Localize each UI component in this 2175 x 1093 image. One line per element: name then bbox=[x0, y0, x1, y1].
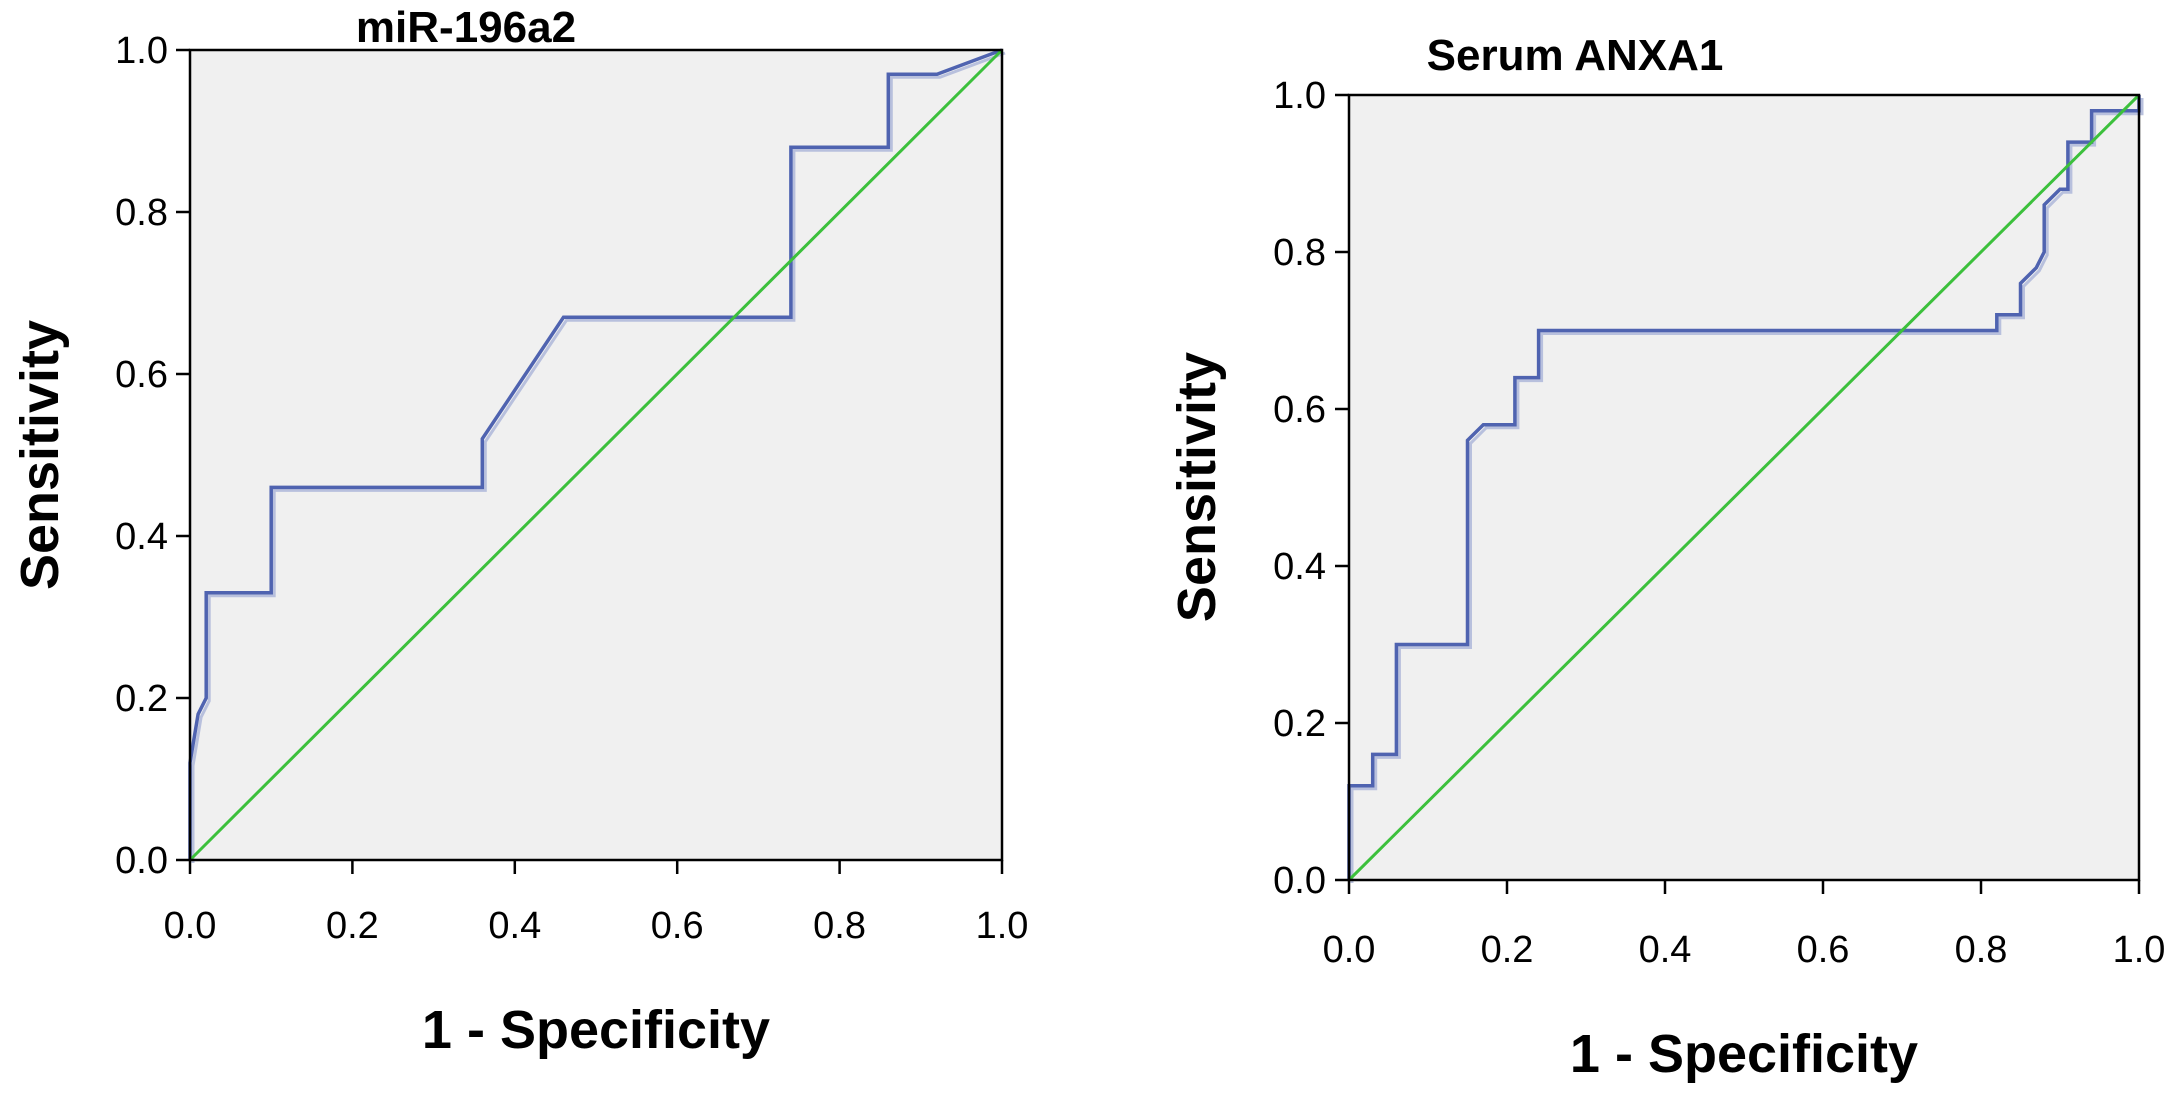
x-tick-label: 0.4 bbox=[1639, 929, 1692, 971]
y-tick-label: 0.6 bbox=[1273, 389, 1326, 431]
y-tick-label: 0.8 bbox=[1273, 232, 1326, 274]
plot-frame bbox=[1347, 93, 2141, 882]
y-tick-label: 0.4 bbox=[1273, 546, 1326, 588]
x-axis-title: 1 - Specificity bbox=[1570, 1024, 1918, 1084]
x-tick-label: 0.2 bbox=[1481, 929, 1534, 971]
plot-frame bbox=[188, 48, 1004, 862]
roc-chart-mir-196a2: 0.0 0.2 0.4 0.6 0.8 1.0 0.0 0.2 0.4 0.6 0.8 1.0 miR-… bbox=[10, 3, 1028, 1060]
chart-title: Serum ANXA1 bbox=[1427, 31, 1724, 80]
x-tick-label: 0.8 bbox=[813, 905, 866, 947]
x-axis-title: 1 - Specificity bbox=[422, 1000, 770, 1060]
reference-diagonal-line bbox=[1347, 93, 2141, 882]
y-tick-label: 0.0 bbox=[1273, 860, 1326, 902]
y-tick-label: 0.4 bbox=[115, 516, 168, 558]
x-tick-label: 1.0 bbox=[2113, 929, 2166, 971]
x-tick-label: 0.0 bbox=[1323, 929, 1376, 971]
x-tick-label: 1.0 bbox=[976, 905, 1029, 947]
roc-curve-line bbox=[188, 48, 1003, 860]
chart-title: miR-196a2 bbox=[356, 3, 576, 52]
roc-curve-shadow bbox=[191, 51, 1006, 863]
x-tick-label: 0.2 bbox=[326, 905, 379, 947]
y-tick-label: 1.0 bbox=[115, 30, 168, 72]
reference-diagonal-line bbox=[188, 48, 1004, 862]
y-axis-title: Sensitivity bbox=[10, 320, 70, 590]
y-tick-label: 1.0 bbox=[1273, 75, 1326, 117]
y-axis-title: Sensitivity bbox=[1167, 352, 1227, 622]
y-tick-label: 0.2 bbox=[1273, 703, 1326, 745]
y-tick-label: 0.6 bbox=[115, 354, 168, 396]
x-tick-label: 0.6 bbox=[651, 905, 704, 947]
y-tick-label: 0.0 bbox=[115, 840, 168, 882]
roc-chart-serum-anxa1: 0.0 0.2 0.4 0.6 0.8 1.0 0.0 0.2 0.4 0.6 0.8 1.0 Seru… bbox=[1167, 31, 2165, 1084]
y-tick-label: 0.2 bbox=[115, 678, 168, 720]
x-tick-label: 0.8 bbox=[1955, 929, 2008, 971]
x-tick-label: 0.0 bbox=[164, 905, 217, 947]
x-tick-label: 0.4 bbox=[488, 905, 541, 947]
x-tick-label: 0.6 bbox=[1797, 929, 1850, 971]
y-tick-label: 0.8 bbox=[115, 192, 168, 234]
roc-curve-line bbox=[1347, 95, 2141, 880]
